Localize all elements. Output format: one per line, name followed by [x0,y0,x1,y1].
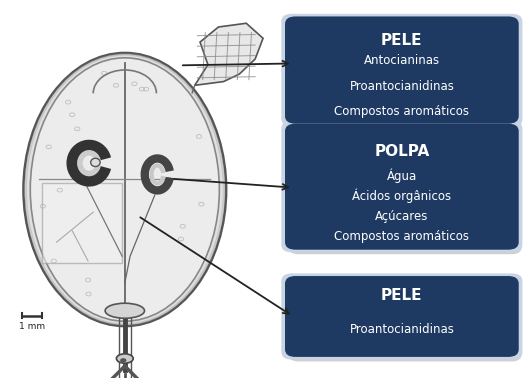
Text: Água: Água [386,168,417,183]
Text: Açúcares: Açúcares [375,210,429,223]
Text: Proantocianidinas: Proantocianidinas [350,80,454,93]
FancyBboxPatch shape [285,16,518,124]
Ellipse shape [91,158,100,166]
Text: Ácidos orgânicos: Ácidos orgânicos [352,189,451,203]
Text: PELE: PELE [381,33,422,48]
Text: Compostos aromáticos: Compostos aromáticos [334,105,469,118]
Ellipse shape [23,53,226,326]
Ellipse shape [105,303,145,318]
Text: Antocianinas: Antocianinas [364,54,440,67]
FancyBboxPatch shape [281,121,522,252]
Polygon shape [195,23,263,85]
Ellipse shape [30,58,219,321]
FancyBboxPatch shape [285,124,518,250]
Circle shape [120,358,126,363]
Text: POLPA: POLPA [374,144,429,159]
Text: Compostos aromáticos: Compostos aromáticos [334,230,469,243]
Text: Proantocianidinas: Proantocianidinas [350,323,454,336]
Ellipse shape [116,354,133,363]
FancyBboxPatch shape [281,14,522,126]
FancyBboxPatch shape [281,273,522,360]
Text: 1 mm: 1 mm [20,322,45,331]
FancyBboxPatch shape [285,276,518,357]
FancyBboxPatch shape [288,280,522,362]
FancyBboxPatch shape [288,21,522,128]
Polygon shape [42,183,122,263]
Text: PELE: PELE [381,288,422,303]
FancyBboxPatch shape [288,128,522,254]
